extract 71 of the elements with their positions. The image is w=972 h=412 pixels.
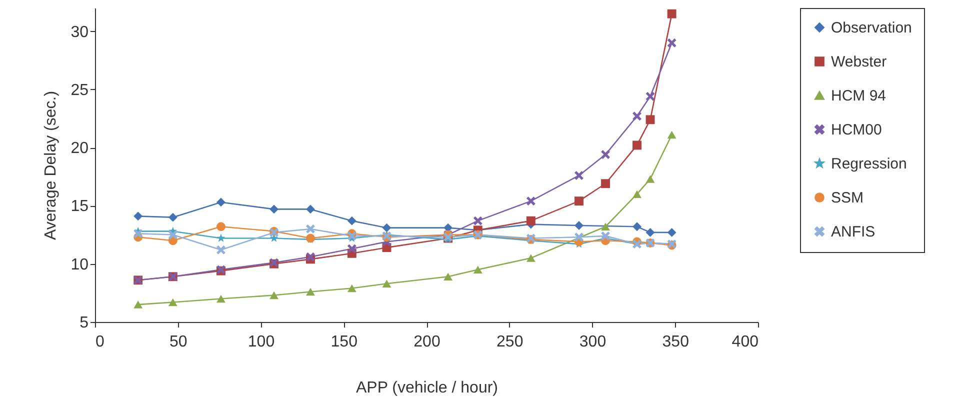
point (646, 92, 655, 101)
point (134, 212, 143, 221)
point (601, 222, 610, 231)
point (574, 221, 584, 230)
x-tick-label: 150 (330, 334, 358, 350)
point (347, 216, 356, 226)
point (526, 216, 536, 226)
point (632, 222, 642, 232)
point (646, 115, 655, 124)
point (168, 212, 178, 222)
point (168, 298, 178, 306)
point (216, 245, 226, 254)
y-tick-label: 5 (80, 314, 89, 332)
y-tick-label: 30 (70, 24, 89, 41)
y-tick-label: 20 (70, 140, 89, 158)
point (216, 294, 226, 303)
point (667, 130, 676, 139)
point (306, 204, 315, 214)
x-axis-title: APP (vehicle / hour) (356, 380, 498, 396)
point (667, 38, 676, 48)
x-tick-label: 300 (579, 334, 606, 350)
x-tick-label: 350 (662, 334, 690, 350)
point (134, 300, 143, 308)
point (667, 228, 676, 237)
x-tick-label: 400 (732, 334, 759, 350)
point (382, 223, 392, 232)
x-tick-label: 200 (414, 334, 440, 350)
point (270, 291, 278, 300)
point (632, 190, 642, 198)
point (473, 266, 482, 274)
legend-label: SSM (831, 190, 864, 206)
point (270, 204, 278, 214)
point (306, 252, 315, 262)
point (526, 254, 536, 262)
point (216, 198, 226, 207)
legend-label: ANFIS (831, 224, 876, 240)
point (574, 170, 584, 180)
point (444, 272, 453, 281)
point (347, 284, 356, 292)
point (574, 232, 584, 242)
y-axis-title: Average Delay (sec.) (42, 90, 60, 240)
point (216, 234, 226, 242)
point (601, 150, 610, 160)
x-tick-label: 0 (96, 334, 104, 350)
point (216, 222, 226, 232)
point (168, 230, 178, 240)
point (306, 288, 315, 296)
point (646, 228, 655, 237)
point (667, 9, 676, 18)
y-tick-label: 10 (70, 256, 89, 274)
point (382, 280, 392, 288)
legend-label: Observation (831, 20, 912, 36)
point (646, 175, 655, 183)
x-tick-label: 50 (169, 334, 188, 350)
point (526, 196, 536, 206)
point (473, 216, 482, 226)
legend-label: Webster (831, 54, 887, 70)
point (632, 112, 642, 121)
legend-label: Regression (831, 156, 907, 172)
point (632, 140, 642, 150)
legend-label: HCM00 (831, 122, 882, 138)
y-tick-label: 25 (70, 82, 89, 99)
point (574, 196, 584, 206)
y-tick-label: 15 (70, 198, 89, 216)
x-tick-label: 100 (248, 334, 275, 350)
point (347, 244, 356, 254)
x-tick-label: 250 (496, 334, 524, 350)
point (306, 224, 315, 234)
point (134, 229, 143, 238)
point (601, 179, 610, 188)
legend-label: HCM 94 (831, 88, 886, 104)
